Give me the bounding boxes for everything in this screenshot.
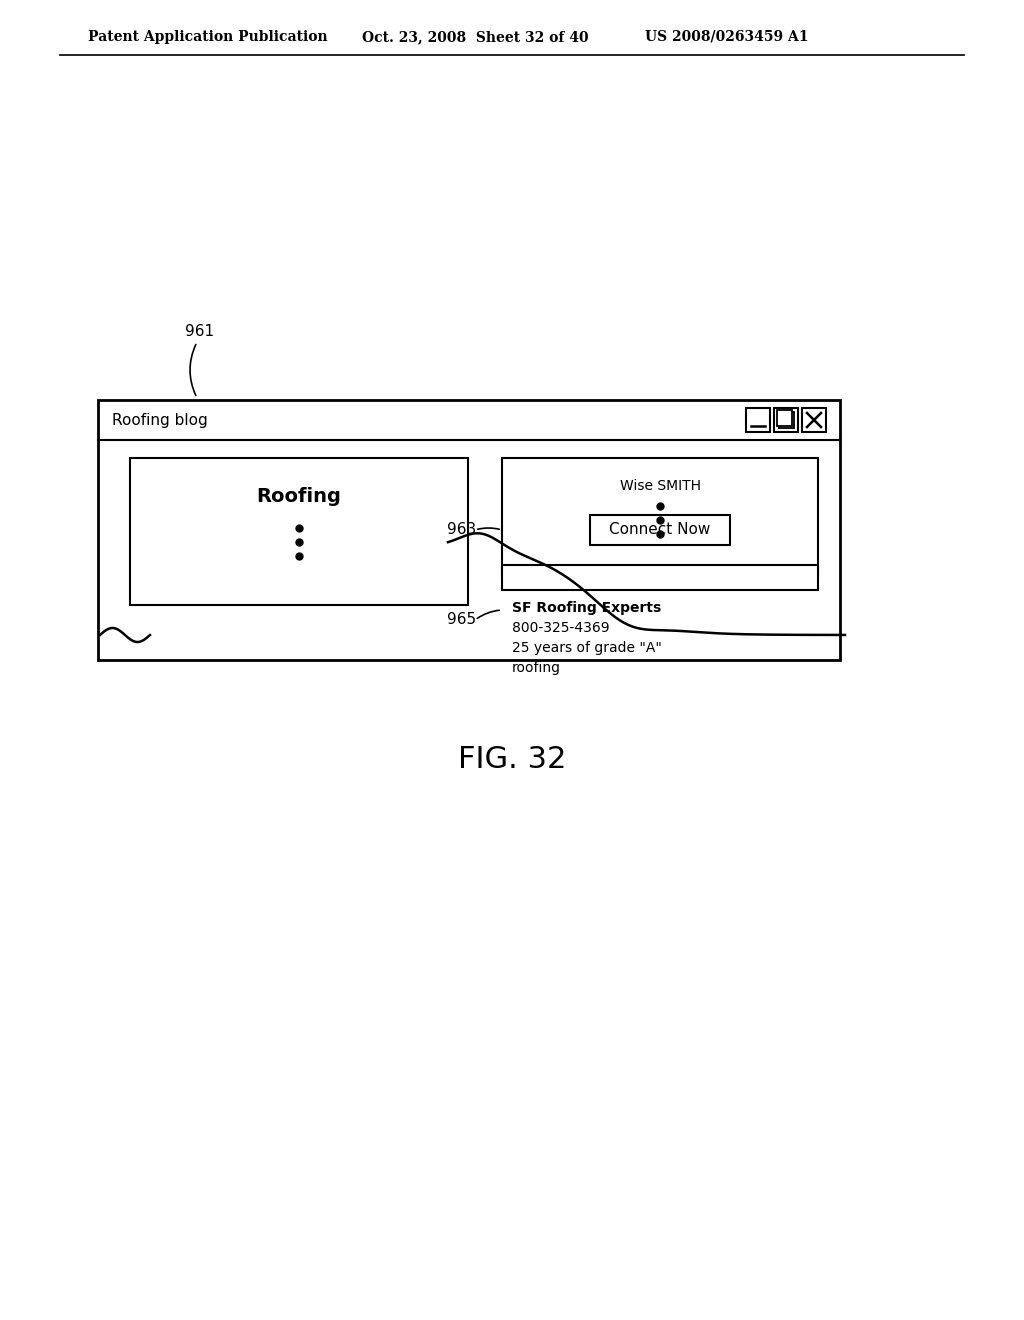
Text: Connect Now: Connect Now [609, 523, 711, 537]
Text: Oct. 23, 2008  Sheet 32 of 40: Oct. 23, 2008 Sheet 32 of 40 [362, 30, 589, 44]
Text: Roofing blog: Roofing blog [112, 412, 208, 428]
Bar [802, 408, 826, 432]
Text: 800-325-4369: 800-325-4369 [512, 620, 609, 635]
Text: 963: 963 [447, 523, 476, 537]
Text: roofing: roofing [512, 661, 561, 675]
Text: FIG. 32: FIG. 32 [458, 746, 566, 775]
Bar [774, 408, 798, 432]
Bar [130, 458, 468, 605]
Bar [746, 408, 770, 432]
Text: US 2008/0263459 A1: US 2008/0263459 A1 [645, 30, 809, 44]
Bar [777, 411, 792, 426]
Text: SF Roofing Experts: SF Roofing Experts [512, 601, 662, 615]
Bar [779, 412, 794, 428]
Bar [98, 400, 840, 660]
Bar [590, 515, 730, 545]
Text: Wise SMITH: Wise SMITH [620, 479, 700, 492]
Text: Roofing: Roofing [257, 487, 341, 506]
Bar [502, 565, 818, 590]
Text: 965: 965 [447, 612, 476, 627]
Text: 25 years of grade "A": 25 years of grade "A" [512, 642, 662, 655]
Text: Patent Application Publication: Patent Application Publication [88, 30, 328, 44]
Text: 961: 961 [185, 325, 214, 339]
Bar [502, 458, 818, 576]
